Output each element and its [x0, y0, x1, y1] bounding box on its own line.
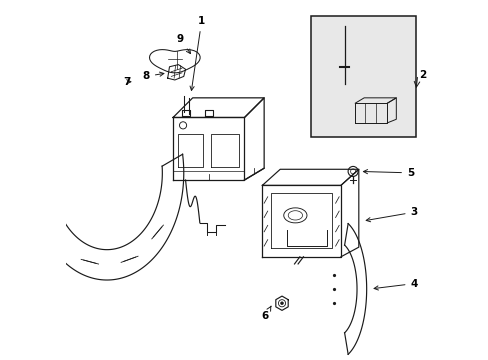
Text: 6: 6: [261, 306, 270, 321]
FancyBboxPatch shape: [310, 16, 415, 137]
Text: 4: 4: [373, 279, 417, 290]
Text: 5: 5: [363, 168, 413, 178]
Text: 8: 8: [142, 71, 163, 81]
Text: 7: 7: [122, 77, 131, 87]
Text: 1: 1: [190, 16, 205, 90]
Text: 3: 3: [366, 207, 417, 222]
Text: 9: 9: [176, 34, 190, 54]
Circle shape: [280, 302, 283, 305]
Polygon shape: [149, 50, 200, 73]
Text: 2: 2: [419, 69, 426, 80]
